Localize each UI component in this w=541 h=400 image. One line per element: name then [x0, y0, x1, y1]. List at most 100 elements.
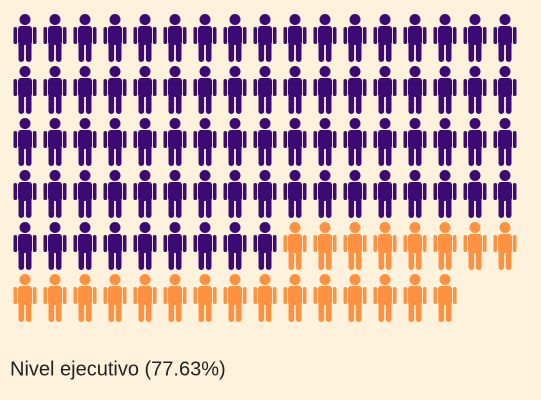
icon-leg — [235, 92, 242, 114]
icon-head — [139, 14, 151, 25]
icon-arm — [92, 79, 97, 96]
icon-leg — [145, 300, 152, 322]
person-icon — [103, 274, 127, 322]
icon-arm — [212, 27, 217, 44]
icon-arm — [152, 131, 157, 148]
icon-leg — [258, 40, 265, 62]
icon-leg — [468, 92, 475, 114]
icon-arm — [272, 287, 277, 304]
icon-arm — [343, 287, 348, 304]
icon-leg — [288, 144, 295, 166]
icon-head — [139, 274, 151, 285]
icon-head — [229, 118, 241, 129]
person-icon — [343, 222, 367, 270]
icon-arm — [62, 27, 67, 44]
icon-leg — [198, 144, 205, 166]
person-icon — [403, 66, 427, 114]
icon-leg — [138, 92, 145, 114]
person-icon — [133, 170, 157, 218]
icon-arm — [13, 79, 18, 96]
icon-leg — [168, 40, 175, 62]
icon-head — [49, 66, 61, 77]
person-icon — [193, 274, 217, 322]
icon-leg — [325, 40, 332, 62]
icon-arm — [422, 27, 427, 44]
icon-head — [349, 14, 361, 25]
icon-head — [199, 14, 211, 25]
person-icon — [493, 14, 517, 62]
icon-leg — [25, 144, 32, 166]
person-icon — [313, 170, 337, 218]
icon-head — [79, 14, 91, 25]
person-icon — [193, 118, 217, 166]
icon-leg — [355, 196, 362, 218]
icon-leg — [258, 92, 265, 114]
icon-arm — [103, 79, 108, 96]
person-icon — [343, 66, 367, 114]
icon-arm — [163, 287, 168, 304]
icon-head — [409, 274, 421, 285]
person-icon — [253, 274, 277, 322]
person-icon — [13, 66, 37, 114]
icon-leg — [318, 40, 325, 62]
icon-leg — [288, 248, 295, 270]
icon-arm — [343, 27, 348, 44]
icon-leg — [265, 92, 272, 114]
person-icon — [253, 118, 277, 166]
person-icon — [313, 118, 337, 166]
icon-arm — [422, 79, 427, 96]
icon-leg — [55, 40, 62, 62]
icon-arm — [13, 287, 18, 304]
icon-head — [169, 14, 181, 25]
icon-leg — [228, 196, 235, 218]
icon-head — [19, 274, 31, 285]
icon-head — [109, 14, 121, 25]
icon-head — [229, 14, 241, 25]
icon-arm — [223, 287, 228, 304]
icon-leg — [408, 196, 415, 218]
icon-arm — [373, 287, 378, 304]
person-icon — [13, 170, 37, 218]
icon-arm — [122, 131, 127, 148]
icon-leg — [205, 248, 212, 270]
icon-head — [469, 118, 481, 129]
icon-arm — [272, 79, 277, 96]
icon-leg — [55, 144, 62, 166]
icon-leg — [475, 196, 482, 218]
icon-head — [109, 274, 121, 285]
icon-leg — [175, 40, 182, 62]
person-icon — [163, 118, 187, 166]
icon-arm — [133, 235, 138, 252]
icon-leg — [505, 196, 512, 218]
icon-leg — [168, 144, 175, 166]
icon-arm — [182, 27, 187, 44]
icon-head — [259, 274, 271, 285]
icon-arm — [302, 287, 307, 304]
person-icon — [133, 118, 157, 166]
person-icon — [163, 14, 187, 62]
icon-arm — [433, 183, 438, 200]
icon-leg — [18, 300, 25, 322]
person-icon — [223, 66, 247, 114]
icon-leg — [385, 92, 392, 114]
icon-arm — [43, 27, 48, 44]
icon-head — [379, 14, 391, 25]
icon-leg — [295, 144, 302, 166]
person-icon — [463, 118, 487, 166]
caption: Nivel ejecutivo (77.63%) — [10, 358, 226, 380]
icon-leg — [475, 92, 482, 114]
icon-leg — [55, 248, 62, 270]
icon-head — [349, 66, 361, 77]
person-icon — [493, 66, 517, 114]
icon-head — [259, 222, 271, 233]
icon-arm — [163, 131, 168, 148]
icon-leg — [25, 248, 32, 270]
icon-leg — [175, 248, 182, 270]
icon-leg — [295, 248, 302, 270]
icon-leg — [198, 40, 205, 62]
icon-leg — [18, 92, 25, 114]
icon-arm — [272, 183, 277, 200]
icon-head — [469, 66, 481, 77]
person-icon — [433, 118, 457, 166]
